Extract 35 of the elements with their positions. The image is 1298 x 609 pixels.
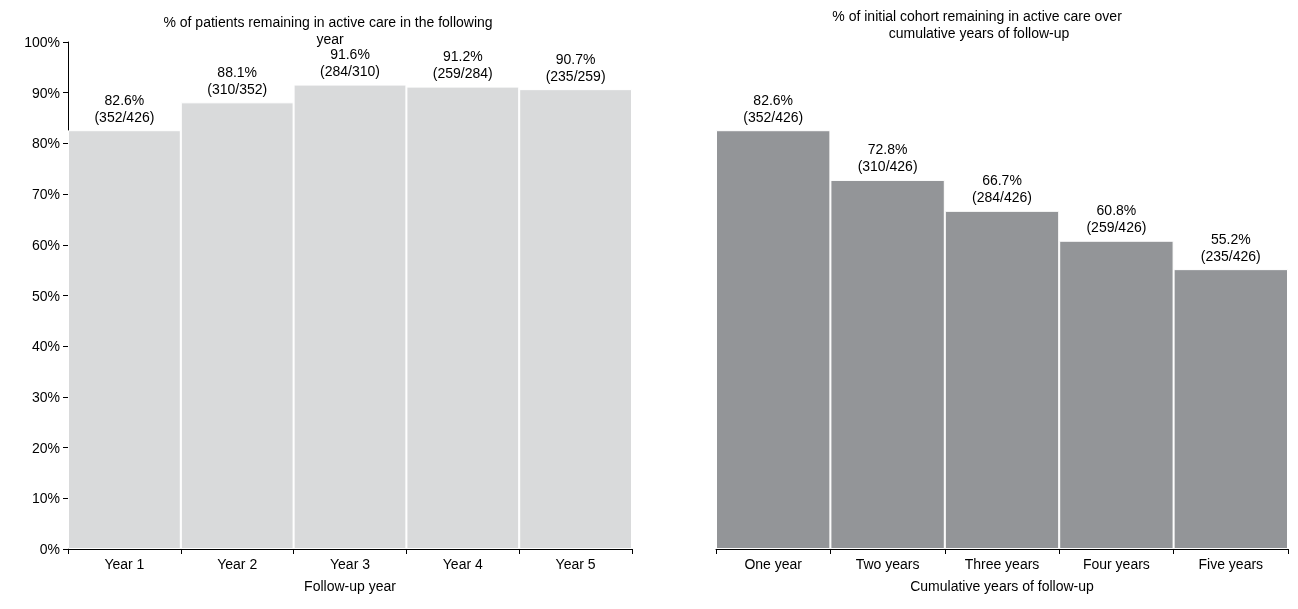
- x-axis-title: Cumulative years of follow-up: [910, 578, 1095, 594]
- y-tick-label: 80%: [31, 135, 60, 152]
- data-label: 82.6% (352/426): [94, 91, 155, 125]
- y-tick-label: 70%: [31, 186, 60, 203]
- x-tick-label: Four years: [1082, 556, 1150, 572]
- data-label: 88.1% (310/352): [207, 63, 268, 97]
- chart-title: % of patients remaining in active care in the following year: [163, 13, 497, 47]
- data-label: 60.8% (259/426): [1086, 202, 1147, 236]
- data-label: 72.8% (310/426): [857, 141, 918, 175]
- x-tick-label: Year 5: [555, 556, 596, 572]
- y-tick-label: 30%: [31, 388, 60, 405]
- y-tick-label: 40%: [31, 338, 60, 355]
- x-axis-title: Follow-up year: [304, 578, 397, 594]
- data-label: 90.7% (235/259): [545, 50, 606, 84]
- data-label: 55.2% (235/426): [1200, 230, 1261, 264]
- data-label: 66.7% (284/426): [972, 172, 1032, 206]
- y-tick-label: 50%: [31, 287, 60, 304]
- y-tick-label: 0%: [39, 541, 60, 557]
- data-label: 91.2% (259/284): [432, 48, 493, 82]
- x-tick-label: Two years: [855, 556, 920, 572]
- y-tick-label: 90%: [31, 84, 60, 101]
- x-tick-label: Year 4: [442, 556, 483, 572]
- data-label: 91.6% (284/310): [320, 46, 380, 80]
- y-tick-label: 20%: [31, 439, 60, 456]
- y-tick-label: 60%: [31, 236, 60, 253]
- x-tick-label: Year 2: [217, 556, 258, 572]
- x-tick-label: Year 1: [104, 556, 145, 572]
- y-tick-label: 10%: [31, 490, 60, 507]
- x-tick-label: Year 3: [330, 556, 371, 572]
- x-tick-label: Three years: [964, 556, 1040, 572]
- x-tick-label: Five years: [1198, 556, 1264, 572]
- data-label: 82.6% (352/426): [743, 91, 804, 125]
- y-tick-label: 100%: [24, 34, 60, 50]
- chart-title: % of initial cohort remaining in active care over cumulative years of follow-up: [832, 7, 1126, 41]
- x-tick-label: One year: [744, 556, 803, 572]
